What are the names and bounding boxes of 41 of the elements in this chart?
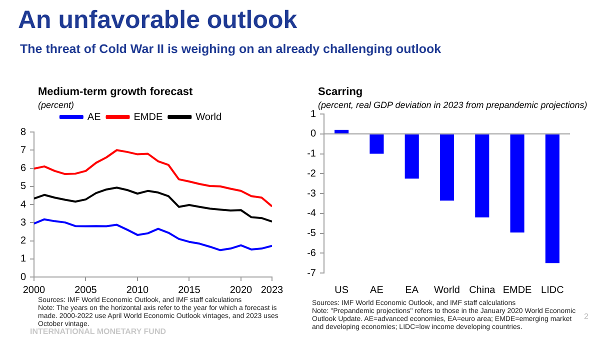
y-tick-label: 3 bbox=[20, 217, 26, 228]
x-tick-label: LIDC bbox=[541, 284, 564, 296]
y-tick-label: 0 bbox=[310, 128, 316, 140]
x-tick-label: 2023 bbox=[260, 284, 284, 296]
x-tick-label: China bbox=[469, 284, 496, 296]
y-tick-label: -2 bbox=[307, 168, 316, 180]
y-tick-label: -5 bbox=[307, 228, 316, 239]
x-tick-label: US bbox=[334, 284, 349, 296]
y-tick-label: -4 bbox=[307, 208, 316, 220]
legend-label: World bbox=[196, 112, 222, 123]
x-tick-label: AE bbox=[370, 284, 384, 296]
x-tick-label: 2015 bbox=[178, 284, 201, 296]
x-tick-label: EA bbox=[405, 284, 419, 296]
y-tick-label: 7 bbox=[20, 144, 26, 156]
legend-label: AE bbox=[87, 112, 102, 123]
y-tick-label: -3 bbox=[307, 188, 316, 200]
y-tick-label: 8 bbox=[20, 126, 26, 138]
y-axis-title: (percent, real GDP deviation in 2023 from prepandemic projections) bbox=[318, 100, 588, 110]
legend-label: EMDE bbox=[134, 112, 163, 123]
x-tick-label: 2000 bbox=[22, 284, 46, 296]
y-tick-label: 1 bbox=[310, 108, 316, 120]
y-tick-label: 6 bbox=[20, 163, 26, 174]
x-tick-label: EMDE bbox=[502, 284, 532, 296]
chart-title: Scarring bbox=[318, 86, 363, 98]
text: The threat of Cold War II is weighing on an already challenging outlook bbox=[20, 42, 442, 56]
y-tick-label: 1 bbox=[20, 254, 26, 265]
y-tick-label: -7 bbox=[307, 268, 316, 279]
y-axis-title: (percent) bbox=[38, 100, 74, 110]
text: An unfavorable outlook bbox=[18, 6, 298, 35]
chart-title: Medium-term growth forecast bbox=[38, 86, 193, 98]
y-tick-label: 4 bbox=[20, 199, 26, 210]
y-tick-label: -1 bbox=[307, 148, 316, 160]
y-tick-label: 5 bbox=[20, 181, 26, 192]
x-tick-label: World bbox=[434, 284, 460, 296]
y-tick-label: 0 bbox=[20, 272, 26, 283]
y-tick-label: 2 bbox=[20, 236, 26, 246]
x-tick-label: 2020 bbox=[230, 284, 253, 296]
y-tick-label: -6 bbox=[307, 248, 316, 259]
x-tick-label: 2010 bbox=[126, 284, 150, 296]
x-tick-label: 2005 bbox=[74, 284, 98, 296]
text: 2 bbox=[584, 312, 588, 321]
